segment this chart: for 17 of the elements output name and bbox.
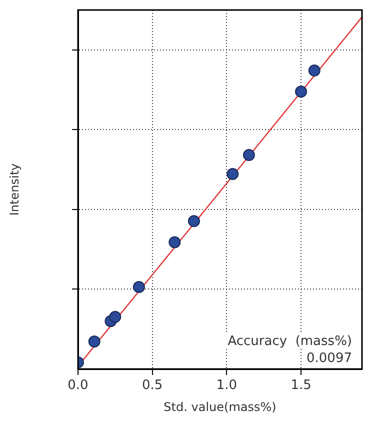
point — [168, 236, 181, 248]
x-tick-label: 1.5 — [290, 378, 312, 394]
point — [308, 64, 320, 77]
point — [188, 215, 200, 228]
point — [109, 310, 122, 323]
x-tick-label: 0.0 — [68, 378, 88, 394]
point — [242, 149, 255, 162]
x-tick-label: 1.0 — [216, 378, 238, 394]
y-axis-title: Intensity — [7, 163, 22, 216]
annotation: 0.0097 — [306, 350, 352, 366]
x-axis-title: Std. value(mass%) — [164, 400, 276, 414]
point — [132, 280, 145, 293]
annotation: Accuracy (mass%) — [228, 334, 352, 349]
point — [226, 168, 239, 180]
point — [88, 336, 100, 348]
x-tick-label: 0.5 — [142, 378, 163, 394]
point — [295, 86, 308, 98]
